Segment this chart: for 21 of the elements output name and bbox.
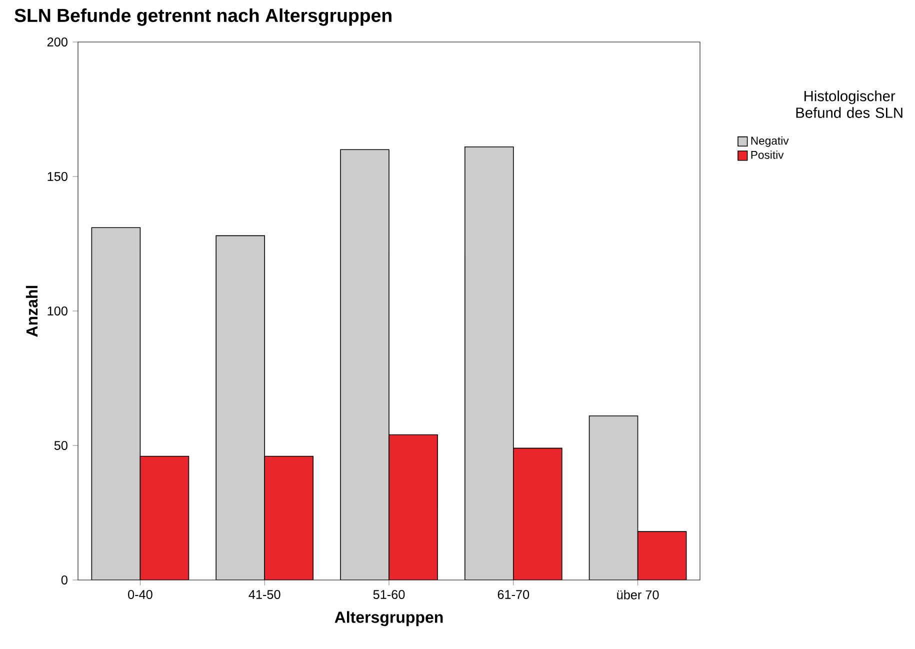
bar: [388, 434, 438, 580]
legend-label: Negativ: [751, 136, 789, 147]
y-tick-label: 200: [47, 38, 68, 46]
bar: [140, 456, 190, 580]
bar: [264, 456, 314, 580]
x-tick-label: über 70: [617, 590, 659, 600]
x-axis-title: Altersgruppen: [334, 611, 443, 626]
y-tick-label: 0: [61, 576, 68, 584]
bar: [637, 531, 687, 580]
legend-label: Positiv: [751, 150, 784, 159]
chart-title: SLN Befunde getrennt nach Altersgruppen: [14, 8, 392, 26]
y-tick-label: 50: [54, 441, 68, 450]
x-tick-label: 61-70: [498, 590, 530, 599]
y-axis-title: Anzahl: [26, 286, 38, 337]
legend-title: Histologischer Befund des SLN: [796, 90, 902, 118]
y-tick-label: 150: [48, 172, 68, 181]
x-tick-label: 41-50: [248, 590, 280, 599]
x-tick-label: 51-60: [373, 590, 405, 599]
x-tick-label: 0-40: [128, 590, 152, 599]
y-tick-label: 100: [48, 306, 68, 316]
bar: [513, 448, 562, 580]
